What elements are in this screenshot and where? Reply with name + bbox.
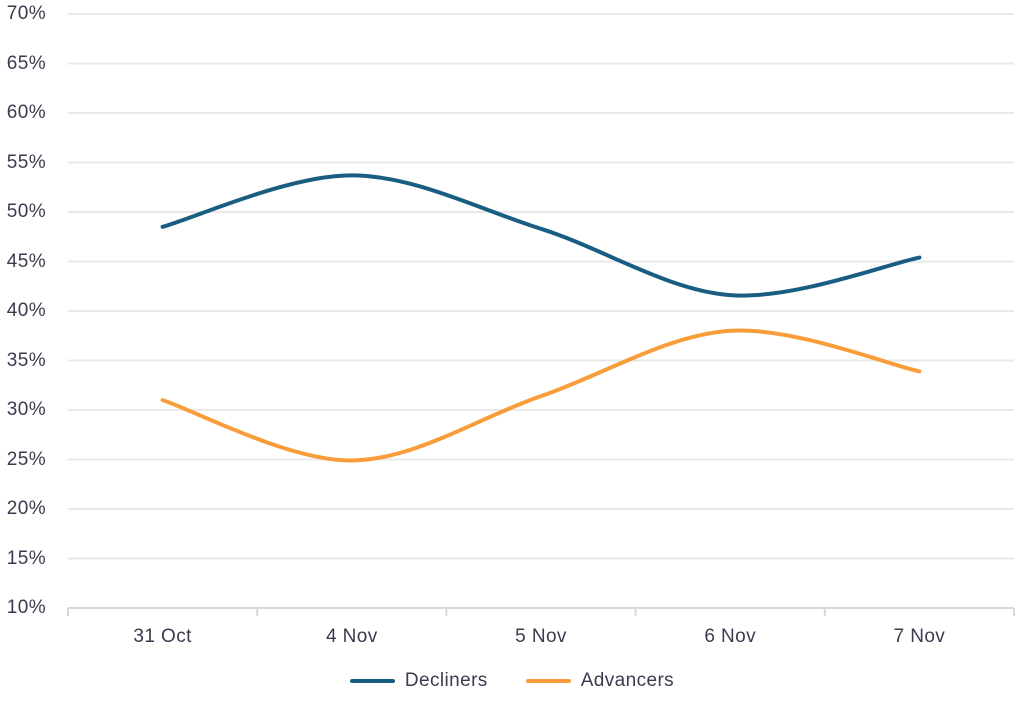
advancers-line-swatch bbox=[525, 679, 571, 683]
y-axis-tick-label: 15% bbox=[6, 547, 46, 569]
y-axis-tick-label: 60% bbox=[6, 102, 46, 123]
y-axis-tick-label: 70% bbox=[6, 3, 46, 24]
decliners-line bbox=[160, 173, 922, 298]
y-axis-tick-label: 30% bbox=[6, 399, 46, 420]
y-axis-tick-label: 50% bbox=[6, 201, 46, 222]
y-axis-tick-label: 65% bbox=[6, 52, 46, 74]
decliners-line-swatch bbox=[349, 679, 395, 683]
y-axis-tick-label: 45% bbox=[6, 250, 46, 272]
y-axis-tick-label: 55% bbox=[6, 151, 46, 173]
legend: Decliners Advancers bbox=[0, 670, 1024, 692]
y-axis-tick-label: 40% bbox=[6, 300, 46, 321]
y-axis-tick-label: 25% bbox=[6, 448, 46, 470]
legend-label-advancers: Advancers bbox=[580, 670, 675, 691]
legend-item-decliners[interactable]: Decliners bbox=[349, 670, 488, 692]
x-axis-tick-label: 6 Nov bbox=[704, 626, 756, 647]
y-axis-tick-label: 10% bbox=[6, 597, 46, 618]
y-axis-tick-label: 20% bbox=[6, 498, 46, 519]
legend-label-decliners: Decliners bbox=[404, 670, 488, 691]
x-axis-tick-label: 7 Nov bbox=[893, 626, 946, 647]
legend-item-advancers[interactable]: Advancers bbox=[525, 670, 675, 692]
y-axis-tick-label: 35% bbox=[6, 349, 46, 371]
x-axis-tick-label: 31 Oct bbox=[133, 626, 192, 647]
advancers-line bbox=[160, 328, 922, 463]
x-axis-tick-label: 4 Nov bbox=[325, 626, 378, 647]
x-axis-tick-label: 5 Nov bbox=[515, 626, 567, 647]
